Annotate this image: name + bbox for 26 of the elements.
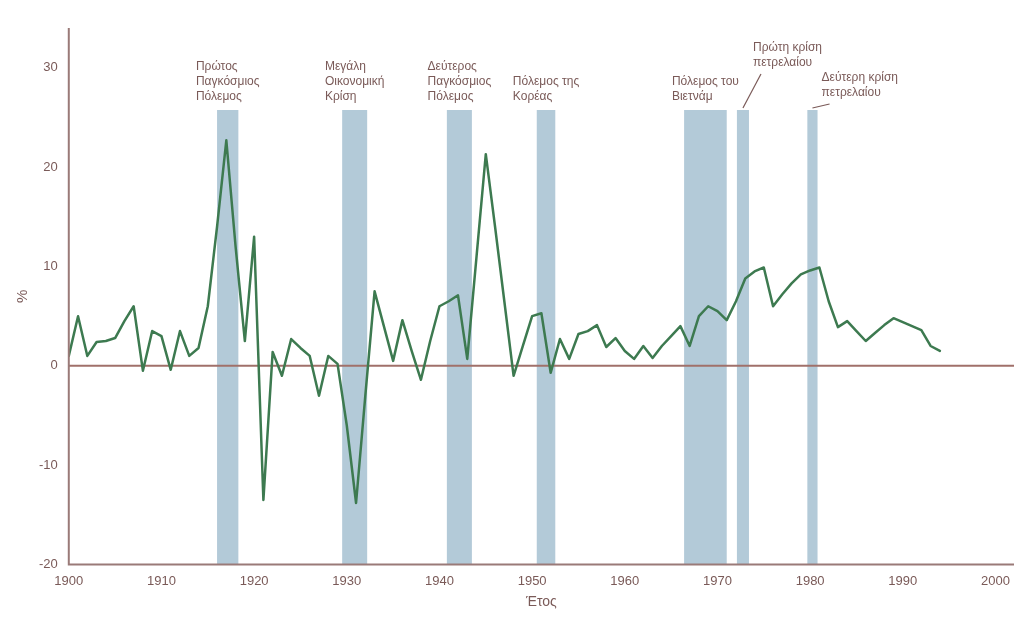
x-tick-label: 1930: [332, 572, 362, 588]
band-label: Δεύτερη κρίση πετρελαίου: [821, 70, 898, 100]
y-tick-label: -10: [38, 456, 58, 472]
x-tick-label: 1980: [795, 572, 825, 588]
x-tick-label: 1920: [239, 572, 269, 588]
band-label: Πόλεμος της Κορέας: [512, 74, 580, 104]
y-tick-label: 0: [50, 357, 58, 373]
y-axis-title: %: [13, 289, 31, 303]
x-tick-label: 1960: [610, 572, 640, 588]
band-label: Πρώτος Παγκόσμιος Πόλεμος: [195, 59, 260, 104]
band-label: Δεύτερος Παγκόσμιος Πόλεμος: [427, 59, 492, 104]
x-tick-label: 1900: [54, 572, 84, 588]
x-tick-label: 1970: [703, 572, 732, 588]
band-label: Πόλεμος του Βιετνάμ: [671, 74, 739, 104]
y-tick-label: 20: [43, 158, 58, 174]
x-axis-title: Έτος: [524, 593, 558, 610]
y-tick-label: -20: [38, 556, 58, 572]
x-tick-label: 1950: [517, 572, 547, 588]
y-tick-label: 30: [43, 59, 58, 75]
x-tick-label: 1940: [425, 572, 454, 588]
band-label: Πρώτη κρίση πετρελαίου: [752, 40, 822, 70]
x-tick-label: 1910: [147, 572, 176, 588]
y-tick-label: 10: [43, 258, 58, 274]
band-label: Μεγάλη Οικονομική Κρίση: [324, 59, 385, 104]
x-tick-label: 1990: [888, 572, 918, 588]
x-tick-label: 2000: [981, 572, 1010, 588]
